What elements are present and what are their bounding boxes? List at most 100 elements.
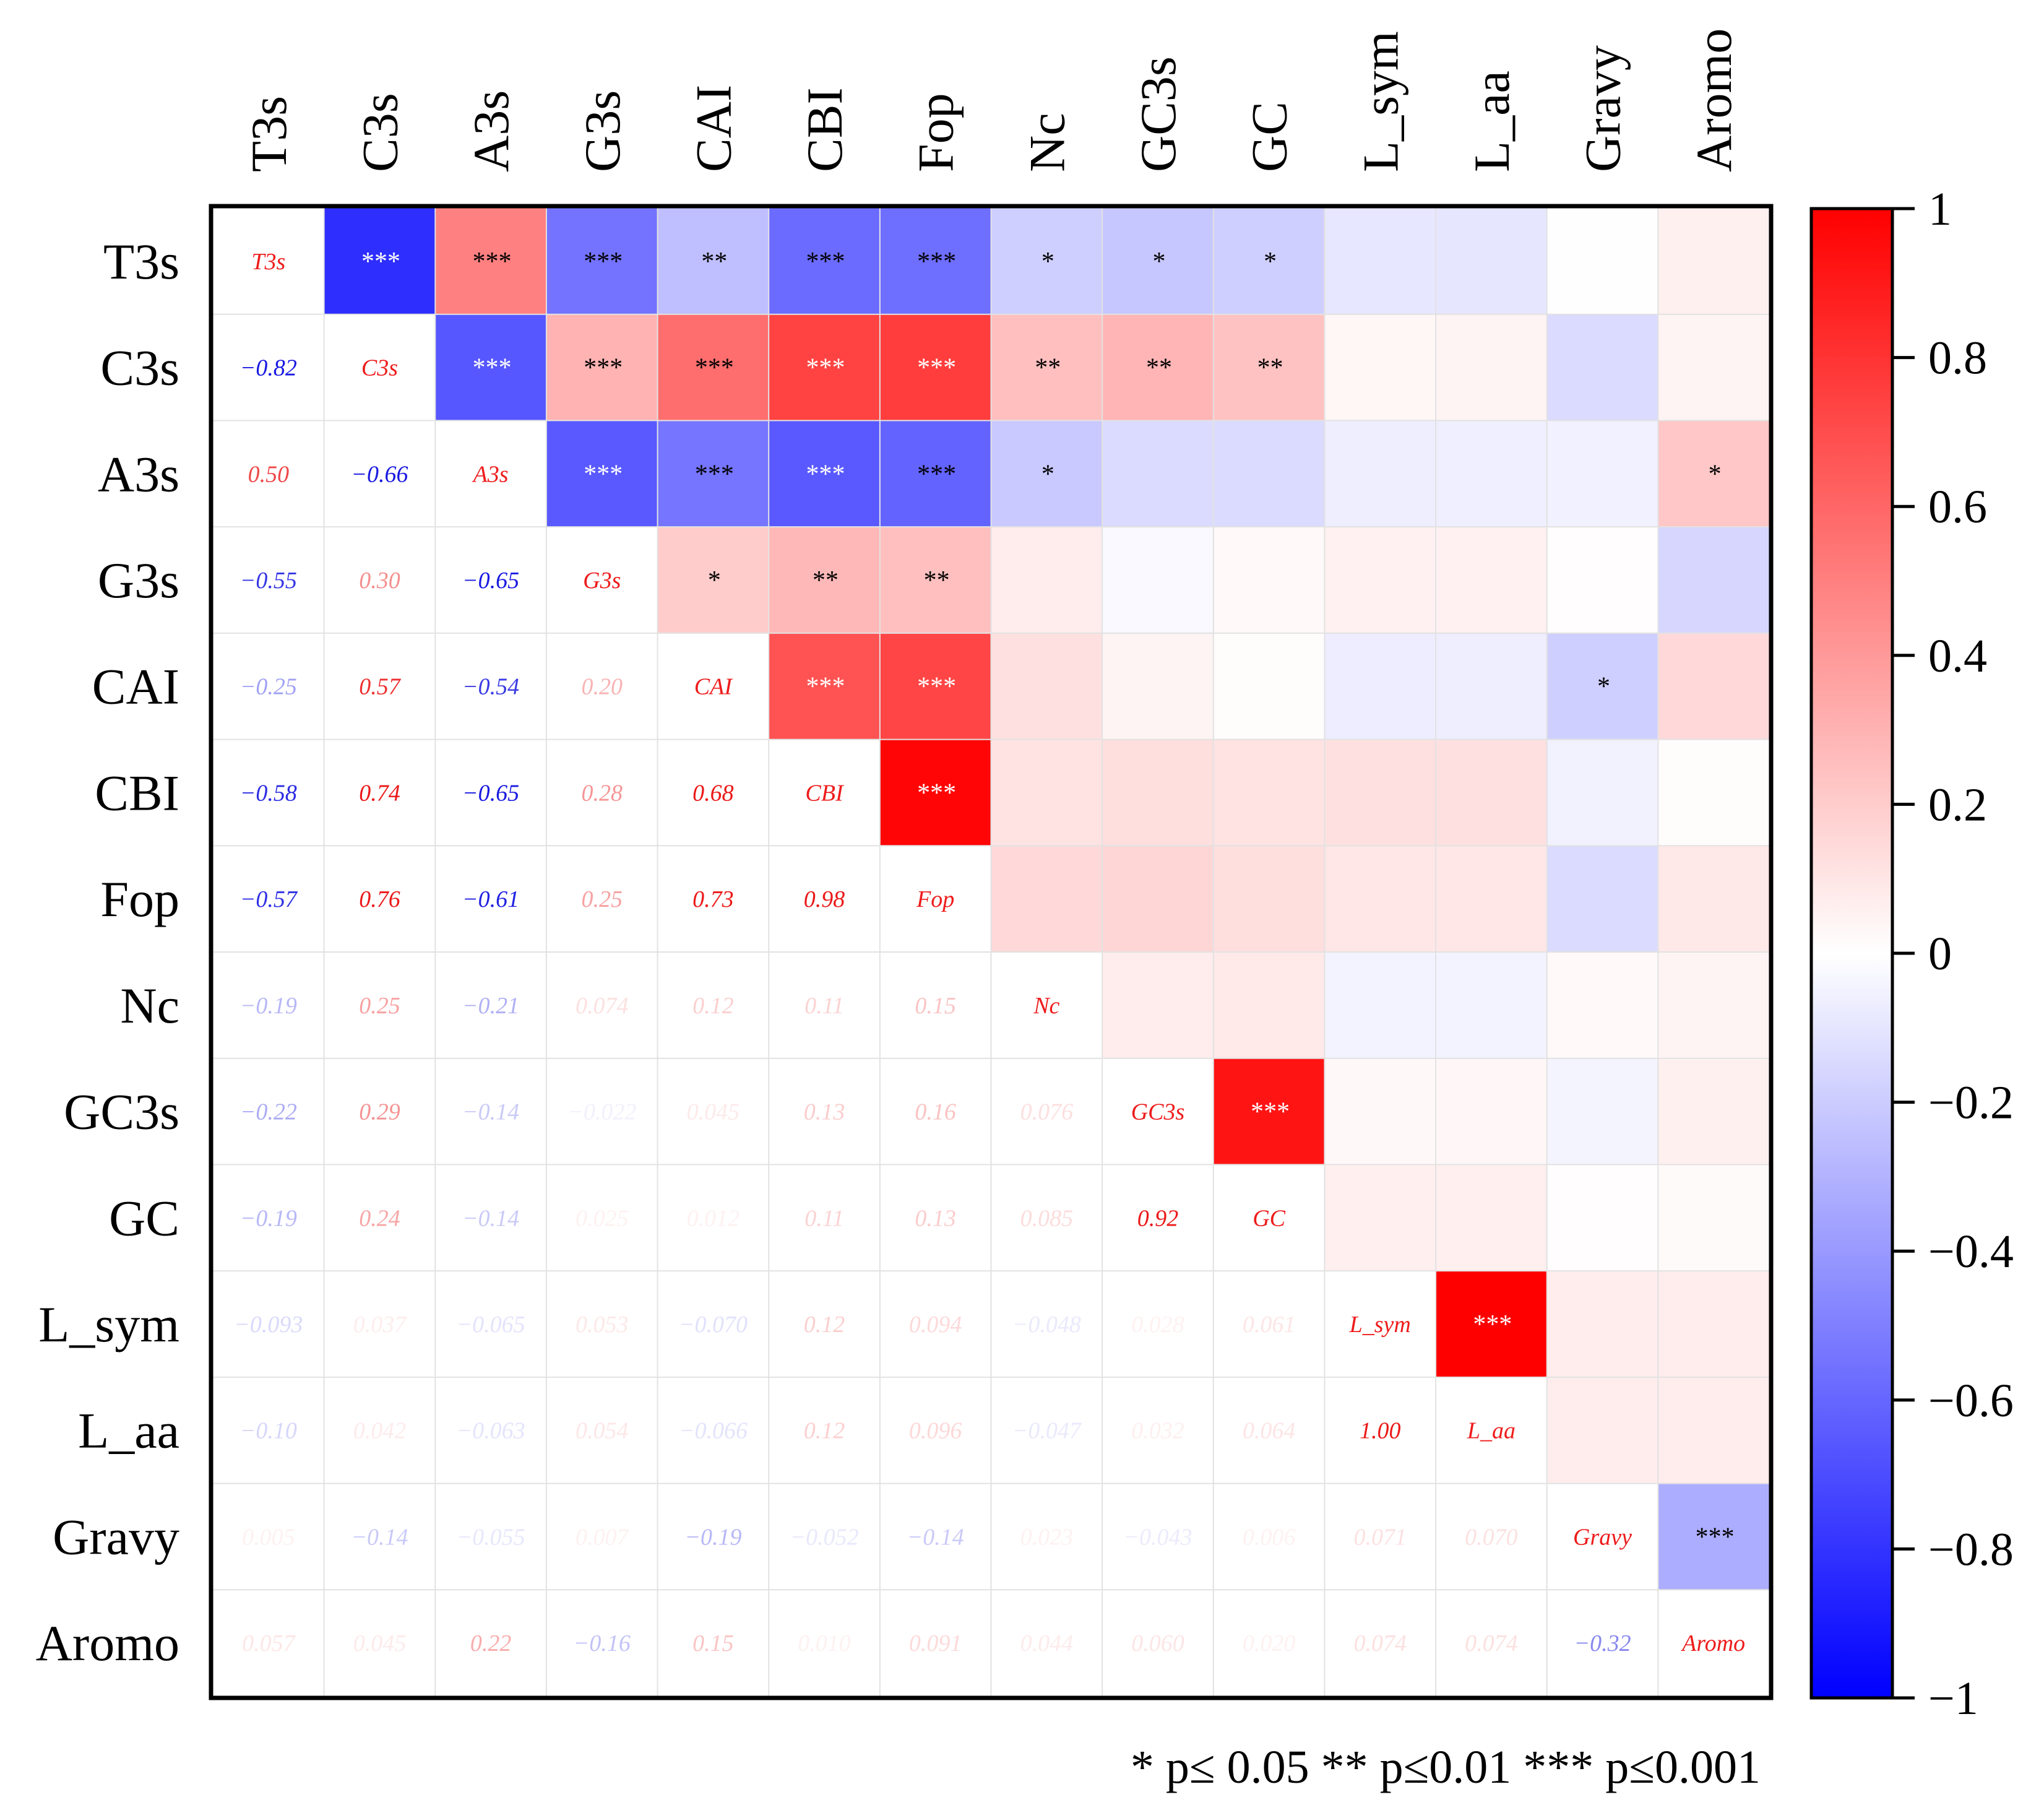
- heatmap-cell-G3s-GC: [1213, 527, 1326, 634]
- correlation-value: 0.22: [470, 1630, 512, 1656]
- heatmap-cell-Nc-GC3s: [1102, 952, 1214, 1059]
- significance-mark: *: [1262, 248, 1275, 276]
- colorbar-tick-label: 1: [1928, 183, 1952, 235]
- heatmap-cell-C3s-L_aa: [1436, 314, 1548, 422]
- correlation-value: −0.21: [462, 993, 519, 1019]
- correlation-value: 0.074: [576, 993, 629, 1019]
- correlation-value: −0.14: [351, 1524, 408, 1550]
- diagonal-label-GC3s: GC3s: [1131, 1099, 1185, 1125]
- heatmap-cell-A3s-G3s: [546, 420, 658, 527]
- correlation-value: 0.25: [582, 886, 623, 912]
- heatmap-cell-T3s-L_aa: [1436, 208, 1548, 315]
- column-label-GC: GC: [1241, 102, 1298, 172]
- correlation-value: −0.022: [567, 1099, 636, 1125]
- column-label-Gravy: Gravy: [1575, 45, 1631, 172]
- colorbar-tick-label: −0.6: [1928, 1375, 2014, 1427]
- colorbar-tick-label: 0: [1928, 928, 1952, 980]
- heatmap-cell-T3s-Aromo: [1658, 208, 1770, 315]
- heatmap-cell-CAI-GC3s: [1102, 633, 1214, 740]
- correlation-value: −0.14: [462, 1099, 519, 1125]
- diagonal-label-Fop: Fop: [916, 886, 954, 912]
- correlation-value: 0.12: [804, 1312, 845, 1338]
- correlation-value: 0.025: [576, 1205, 629, 1231]
- heatmap-cell-A3s-GC3s: [1102, 420, 1214, 527]
- column-labels: T3s C3s A3s G3s CAI CBI Fop Nc GC3s GC L_sym L_aa Gr…: [241, 28, 1742, 172]
- heatmap-cell-Fop-Gravy: [1546, 846, 1658, 953]
- heatmap-cell-Fop-Nc: [991, 846, 1103, 953]
- heatmap-cell-C3s-Fop: [879, 314, 992, 422]
- correlation-value: 0.020: [1243, 1630, 1296, 1656]
- significance-mark: ***: [694, 354, 733, 383]
- correlation-value: 0.045: [687, 1099, 740, 1125]
- diagonal-label-L_aa: L_aa: [1467, 1418, 1516, 1444]
- heatmap-cell-T3s-GC: [1213, 208, 1326, 315]
- heatmap-cell-CAI-CBI: [769, 633, 881, 740]
- column-label-Nc: Nc: [1019, 113, 1075, 172]
- heatmap-cell-CBI-GC: [1213, 739, 1326, 846]
- significance-mark: *: [1151, 248, 1164, 276]
- heatmap-cell-G3s-CAI: [657, 527, 769, 634]
- correlation-value: −0.048: [1012, 1312, 1081, 1338]
- significance-mark: ***: [360, 248, 399, 276]
- diagonal-label-C3s: C3s: [361, 355, 398, 381]
- correlation-value: 1.00: [1360, 1418, 1401, 1444]
- correlation-value: 0.074: [1465, 1630, 1518, 1656]
- heatmap-cell-CBI-GC3s: [1102, 739, 1214, 846]
- significance-mark: ***: [472, 354, 511, 383]
- heatmap-cell-CAI-GC: [1213, 633, 1326, 740]
- significance-mark: ***: [916, 460, 955, 488]
- diagonal-label-A3s: A3s: [472, 461, 509, 487]
- correlation-value: 0.057: [242, 1630, 296, 1656]
- heatmap-cell-C3s-GC: [1213, 314, 1326, 422]
- correlation-value: −0.14: [462, 1205, 519, 1231]
- correlation-value: 0.094: [909, 1312, 962, 1338]
- correlation-value: 0.053: [576, 1312, 629, 1338]
- correlation-value: 0.023: [1020, 1524, 1074, 1550]
- correlation-value: −0.66: [351, 461, 408, 487]
- row-label-G3s: G3s: [98, 552, 179, 608]
- heatmap-cell-L_aa-Gravy: [1546, 1377, 1658, 1484]
- correlation-value: 0.11: [804, 993, 844, 1019]
- correlation-value: −0.066: [679, 1418, 748, 1444]
- heatmap-cell-CAI-L_aa: [1436, 633, 1548, 740]
- correlation-value: 0.076: [1020, 1099, 1074, 1125]
- correlation-value: 0.73: [692, 886, 734, 912]
- column-label-CAI: CAI: [685, 85, 741, 172]
- correlation-value: 0.16: [915, 1099, 956, 1125]
- correlation-value: 0.071: [1354, 1524, 1407, 1550]
- correlation-value: −0.19: [240, 1205, 297, 1231]
- significance-mark: ***: [582, 460, 621, 488]
- correlation-value: 0.98: [804, 886, 845, 912]
- significance-mark: **: [1145, 354, 1171, 383]
- heatmap-cell-T3s-Gravy: [1546, 208, 1658, 315]
- heatmap-cell-CAI-Aromo: [1658, 633, 1770, 740]
- row-label-L_sym: L_sym: [38, 1296, 179, 1353]
- heatmap-cell-C3s-Gravy: [1546, 314, 1658, 422]
- correlation-value: −0.047: [1012, 1418, 1082, 1444]
- correlation-value: −0.093: [234, 1312, 303, 1338]
- heatmap-cell-T3s-CAI: [657, 208, 769, 315]
- row-label-T3s: T3s: [103, 233, 179, 290]
- correlation-value: 0.010: [798, 1630, 851, 1656]
- heatmap-cell-A3s-GC: [1213, 420, 1326, 527]
- correlation-value: 0.11: [804, 1205, 844, 1231]
- heatmap-cell-A3s-CAI: [657, 420, 769, 527]
- heatmap-cell-Nc-L_sym: [1324, 952, 1436, 1059]
- heatmap-cell-A3s-L_sym: [1324, 420, 1436, 527]
- correlation-value: 0.76: [359, 886, 400, 912]
- significance-mark: **: [1256, 354, 1282, 383]
- column-label-A3s: A3s: [463, 90, 519, 172]
- column-label-Aromo: Aromo: [1686, 28, 1742, 172]
- correlation-value: 0.028: [1131, 1312, 1184, 1338]
- significance-mark: *: [1040, 248, 1053, 276]
- significance-mark: ***: [916, 779, 955, 807]
- heatmap-cell-T3s-G3s: [546, 208, 658, 315]
- row-label-GC3s: GC3s: [64, 1084, 179, 1140]
- colorbar-tick-label: 0.8: [1928, 332, 1987, 384]
- heatmap-cell-L_aa-Aromo: [1658, 1377, 1770, 1484]
- column-label-L_sym: L_sym: [1352, 31, 1408, 172]
- correlation-value: −0.25: [240, 674, 297, 700]
- heatmap-cell-Nc-GC: [1213, 952, 1326, 1059]
- correlation-value: −0.22: [240, 1099, 297, 1125]
